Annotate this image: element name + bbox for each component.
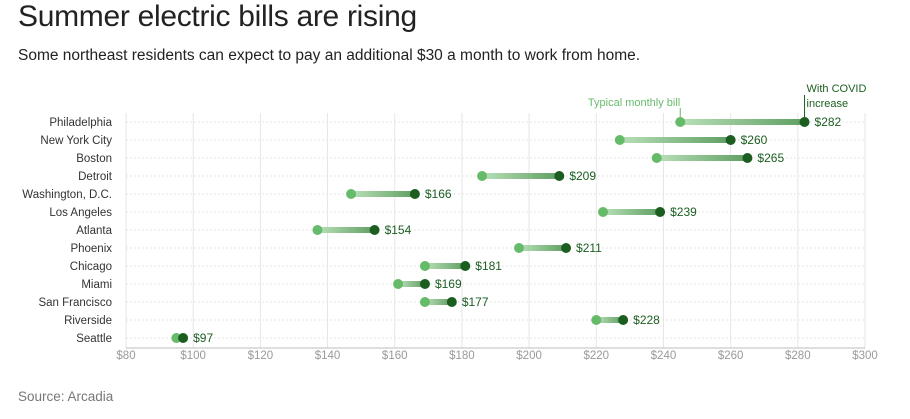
x-tick-label: $80 xyxy=(116,350,135,362)
value-label: $265 xyxy=(757,151,784,165)
x-tick-label: $100 xyxy=(180,350,206,362)
category-label: Phoenix xyxy=(70,243,112,255)
x-tick-label: $280 xyxy=(785,350,811,362)
value-label: $260 xyxy=(741,133,768,147)
category-label: Washington, D.C. xyxy=(22,189,112,201)
annotation-covid-line2: increase xyxy=(807,98,849,110)
covid-bill-point xyxy=(409,189,420,199)
covid-bill-point xyxy=(460,261,471,271)
x-tick-label: $120 xyxy=(248,350,274,362)
annotation-covid-line1: With COVID xyxy=(807,83,867,95)
grid-layer xyxy=(125,113,866,349)
category-label: New York City xyxy=(40,135,112,147)
typical-bill-point xyxy=(514,243,525,253)
typical-bill-point xyxy=(419,297,430,307)
typical-bill-point xyxy=(651,153,662,163)
covid-bill-point xyxy=(554,171,565,181)
value-label: $154 xyxy=(385,223,412,237)
covid-bill-point xyxy=(618,315,629,325)
typical-bill-point xyxy=(346,189,357,199)
category-label: Riverside xyxy=(64,315,112,327)
category-label: Philadelphia xyxy=(49,117,112,129)
category-label: Atlanta xyxy=(76,225,112,237)
typical-bill-point xyxy=(393,279,404,289)
category-label: San Francisco xyxy=(38,297,112,309)
x-tick-label: $300 xyxy=(852,350,878,362)
covid-bill-point xyxy=(561,243,572,253)
typical-bill-point xyxy=(591,315,602,325)
value-label: $209 xyxy=(569,169,596,183)
covid-bill-point xyxy=(419,279,430,289)
chart-subtitle: Some northeast residents can expect to p… xyxy=(18,47,641,64)
x-axis: $80 $100 $120 $140 $160 $180 $200 $220 $240 $260 $… xyxy=(116,350,877,362)
value-label: $97 xyxy=(193,331,213,345)
source-note: Source: Arcadia xyxy=(18,389,114,404)
covid-bill-point xyxy=(725,135,736,145)
typical-bill-point xyxy=(614,135,625,145)
covid-bill-point xyxy=(446,297,457,307)
typical-bill-point xyxy=(419,261,430,271)
category-label: Boston xyxy=(76,153,112,165)
category-label: Seattle xyxy=(76,333,112,345)
annotation-typical: Typical monthly bill xyxy=(588,97,680,109)
category-label: Miami xyxy=(81,279,112,291)
typical-bill-point xyxy=(312,225,323,235)
value-label: $166 xyxy=(425,187,452,201)
annotation-layer: Typical monthly bill With COVID increase xyxy=(588,83,867,117)
covid-bill-point xyxy=(369,225,380,235)
x-tick-label: $220 xyxy=(583,350,609,362)
value-label: $282 xyxy=(815,115,842,129)
typical-bill-point xyxy=(675,117,686,127)
value-label: $181 xyxy=(475,259,502,273)
x-tick-label: $200 xyxy=(516,350,542,362)
value-label: $228 xyxy=(633,313,660,327)
value-label: $239 xyxy=(670,205,697,219)
covid-bill-point xyxy=(742,153,753,163)
value-label: $211 xyxy=(576,241,602,255)
dumbbell-chart: Philadelphia $282 New York City $260 Boston $… xyxy=(22,83,878,362)
covid-bill-point xyxy=(799,117,810,127)
x-tick-label: $160 xyxy=(382,350,408,362)
covid-bill-point xyxy=(178,333,189,343)
category-label: Detroit xyxy=(78,171,113,183)
x-tick-label: $260 xyxy=(718,350,744,362)
x-tick-label: $180 xyxy=(449,350,475,362)
x-tick-label: $240 xyxy=(651,350,677,362)
covid-bill-point xyxy=(655,207,666,217)
x-tick-label: $140 xyxy=(315,350,341,362)
row-layer: Philadelphia $282 New York City $260 Boston $… xyxy=(22,115,841,345)
value-label: $169 xyxy=(435,277,462,291)
category-label: Los Angeles xyxy=(49,207,112,219)
typical-bill-point xyxy=(597,207,608,217)
chart-title: Summer electric bills are rising xyxy=(18,0,417,33)
category-label: Chicago xyxy=(70,261,112,273)
value-label: $177 xyxy=(462,295,489,309)
typical-bill-point xyxy=(477,171,488,181)
